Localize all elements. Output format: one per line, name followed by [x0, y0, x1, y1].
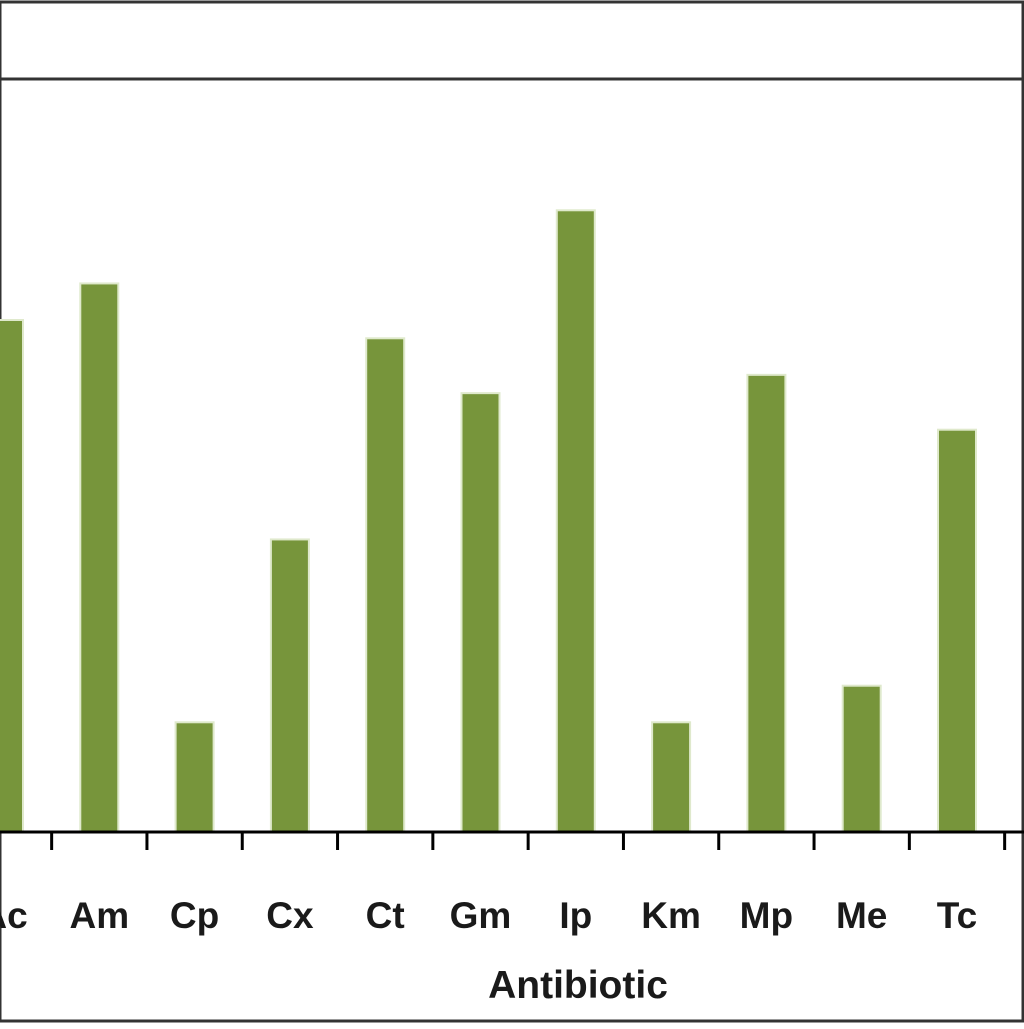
bar-ip	[555, 209, 596, 834]
x-tick-label-cp: Cp	[170, 895, 219, 936]
labels-layer: AcAmCpCxCtGmIpKmMpMeTcT	[0, 895, 977, 936]
x-tick-label-km: Km	[641, 895, 701, 936]
x-tick-label-ip: Ip	[559, 895, 592, 936]
bar-me	[841, 684, 882, 834]
x-tick-label-am: Am	[69, 895, 129, 936]
bar-gm	[460, 392, 501, 833]
bar-km	[651, 721, 692, 833]
bar-am	[79, 282, 120, 833]
x-tick-label-cx: Cx	[266, 895, 314, 936]
bar-ct	[365, 337, 406, 833]
bar-mp	[746, 373, 787, 833]
bar-ac	[0, 319, 24, 833]
x-tick-label-tc: Tc	[937, 895, 977, 936]
bar-cx	[269, 538, 310, 834]
x-tick-label-mp: Mp	[740, 895, 793, 936]
x-axis-title: Antibiotic	[488, 964, 668, 1007]
bar-tc	[937, 428, 977, 833]
x-tick-label-gm: Gm	[450, 895, 512, 936]
ticks-layer	[50, 832, 1007, 850]
bars-layer	[0, 209, 977, 834]
x-tick-label-ct: Ct	[366, 895, 405, 936]
x-tick-label-me: Me	[836, 895, 887, 936]
x-tick-label-ac: Ac	[0, 895, 28, 936]
bar-cp	[174, 721, 215, 833]
